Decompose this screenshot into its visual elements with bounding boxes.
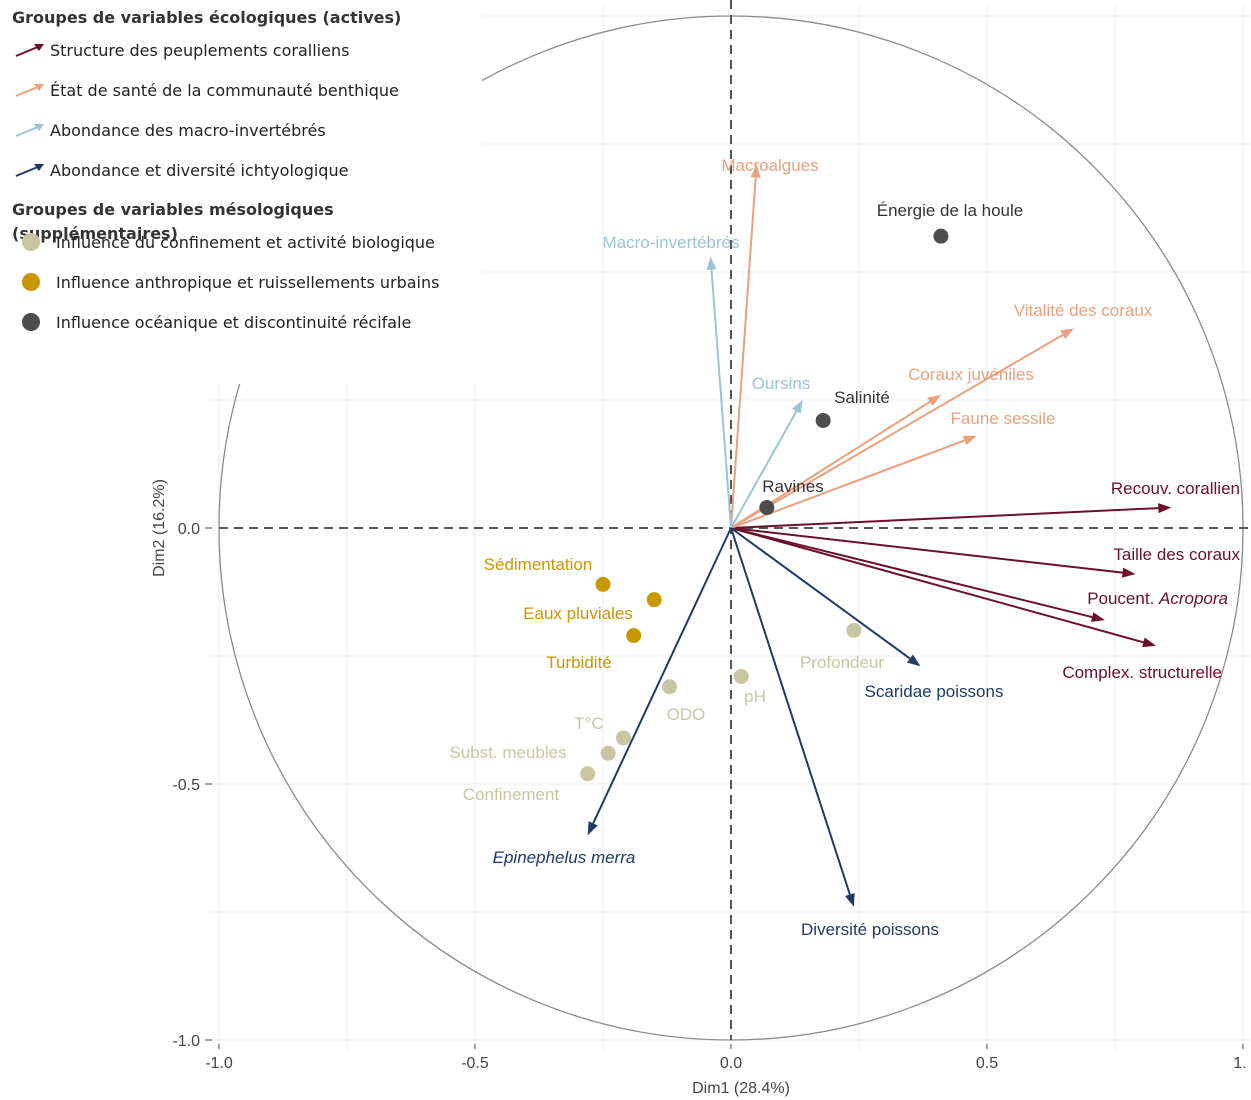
- arrow-label: Oursins: [752, 374, 811, 393]
- arrow-shaft: [730, 177, 757, 529]
- arrow-head: [845, 892, 855, 907]
- variable-arrows: [587, 164, 1172, 907]
- arrow-shaft: [730, 527, 1093, 619]
- supplementary-points: [580, 228, 949, 782]
- x-axis-label: Dim1 (28.4%): [692, 1080, 790, 1097]
- arrow-head: [927, 394, 941, 407]
- arrow-shaft: [592, 527, 732, 824]
- legend-label: Abondance et diversité ichtyologique: [50, 160, 349, 180]
- legend-label: État de santé de la communauté benthique: [50, 80, 399, 100]
- legend-supp-title: Groupes de variables mésologiques (suppl…: [12, 200, 334, 243]
- supplementary-point: [759, 500, 775, 516]
- legend-active-title: Groupes de variables écologiques (active…: [12, 8, 402, 27]
- arrow-icon: [15, 164, 44, 177]
- legend-item-ichtyo: Abondance et diversité ichtyologique: [12, 150, 482, 190]
- arrow-head: [791, 400, 803, 414]
- legend-item-macro: Abondance des macro-invertébrés: [12, 110, 482, 150]
- legend-item-sante: État de santé de la communauté benthique: [12, 70, 482, 110]
- arrow-label: Faune sessile: [951, 409, 1056, 428]
- point-label: Profondeur: [800, 653, 884, 672]
- legend-label: Influence du confinement et activité bio…: [56, 232, 435, 252]
- point-label: Salinité: [834, 388, 890, 407]
- dot-icon: [22, 233, 40, 251]
- arrow-head: [1060, 328, 1075, 340]
- arrow-label: Scaridae poissons: [865, 682, 1004, 701]
- legend-item-anthropique: Influence anthropique et ruissellements …: [12, 262, 482, 302]
- y-tick-label: -1.0: [172, 1033, 200, 1050]
- supplementary-point: [646, 592, 662, 608]
- y-tick-label: -0.5: [172, 777, 200, 794]
- arrow-shaft: [730, 507, 1159, 529]
- arrow-head: [906, 654, 921, 667]
- dot-icon: [22, 273, 40, 291]
- arrow-head: [1142, 637, 1156, 648]
- arrow-shaft: [730, 527, 851, 895]
- x-tick-label: -0.5: [461, 1055, 489, 1072]
- legend: Groupes de variables écologiques (active…: [12, 6, 482, 384]
- arrow-head: [750, 164, 761, 178]
- supplementary-point: [933, 228, 949, 244]
- legend-item-structure: Structure des peuplements coralliens: [12, 30, 482, 70]
- supplementary-point: [595, 576, 611, 592]
- x-tick-label: 1.: [1233, 1055, 1246, 1072]
- arrow-head: [706, 256, 717, 270]
- arrow-label: Coraux juvéniles: [908, 365, 1034, 384]
- point-label: Eaux pluviales: [523, 604, 633, 623]
- arrow-label: Taille des coraux: [1113, 545, 1240, 564]
- point-label: ODO: [667, 705, 706, 724]
- legend-label: Abondance des macro-invertébrés: [50, 120, 326, 140]
- arrow-head: [587, 821, 598, 836]
- point-label: Turbidité: [546, 653, 612, 672]
- x-tick-label: 0.0: [720, 1055, 742, 1072]
- legend-item-oceanique: Influence océanique et discontinuité réc…: [12, 302, 482, 342]
- arrow-label: Macroalgues: [721, 156, 818, 175]
- arrow-label: Complex. structurelle: [1062, 663, 1222, 682]
- arrow-shaft: [730, 333, 1064, 529]
- x-tick-label: 0.5: [976, 1055, 998, 1072]
- supplementary-point: [815, 412, 831, 428]
- point-label: Confinement: [463, 785, 560, 804]
- x-tick-label: -1.0: [205, 1055, 233, 1072]
- data-labels: Recouv. corallien Taille des coraux Poucen…: [449, 156, 1240, 939]
- arrow-head: [1121, 567, 1136, 578]
- axis-ticks: -1.0 -0.5 0.0 0.5 1. -1.0 -0.5 0.0: [172, 521, 1246, 1072]
- y-axis-label: Dim2 (16.2%): [151, 479, 168, 577]
- supplementary-point: [580, 766, 596, 782]
- legend-label: Structure des peuplements coralliens: [50, 40, 350, 60]
- y-tick-label: 0.0: [178, 521, 200, 538]
- legend-label: Influence océanique et discontinuité réc…: [56, 312, 412, 332]
- arrow-shaft: [730, 527, 911, 660]
- point-label: Subst. meubles: [449, 743, 566, 762]
- arrow-shaft: [730, 527, 1123, 574]
- supplementary-point: [626, 628, 642, 644]
- arrow-label: Recouv. corallien: [1111, 479, 1240, 498]
- arrow-shaft: [730, 410, 798, 529]
- dot-icon: [22, 313, 40, 331]
- arrow-icon: [15, 124, 44, 137]
- arrow-head: [962, 435, 977, 446]
- point-label: T°C: [574, 714, 603, 733]
- point-label: pH: [744, 687, 766, 706]
- point-label: Énergie de la houle: [877, 201, 1024, 220]
- arrow-icon: [15, 84, 44, 97]
- supplementary-point: [600, 745, 616, 761]
- arrow-head: [1090, 612, 1105, 622]
- arrow-head: [1158, 503, 1172, 514]
- arrow-shaft: [710, 269, 732, 529]
- supplementary-point: [662, 679, 678, 695]
- supplementary-point: [615, 730, 631, 746]
- legend-item-confinement: Influence du confinement et activité bio…: [12, 222, 482, 262]
- point-label: Sédimentation: [484, 555, 593, 574]
- arrow-label: Macro-invertébrés: [603, 233, 740, 252]
- arrow-label: Vitalité des coraux: [1014, 301, 1153, 320]
- supplementary-point: [733, 668, 749, 684]
- arrow-label: Epinephelus merra: [493, 848, 636, 867]
- arrow-label: Diversité poissons: [801, 920, 939, 939]
- legend-label: Influence anthropique et ruissellements …: [56, 272, 440, 292]
- supplementary-point: [846, 622, 862, 638]
- arrow-shaft: [730, 527, 1144, 644]
- point-label: Ravines: [762, 477, 823, 496]
- arrow-icon: [15, 44, 44, 57]
- arrow-label: Poucent. Acropora: [1087, 589, 1228, 608]
